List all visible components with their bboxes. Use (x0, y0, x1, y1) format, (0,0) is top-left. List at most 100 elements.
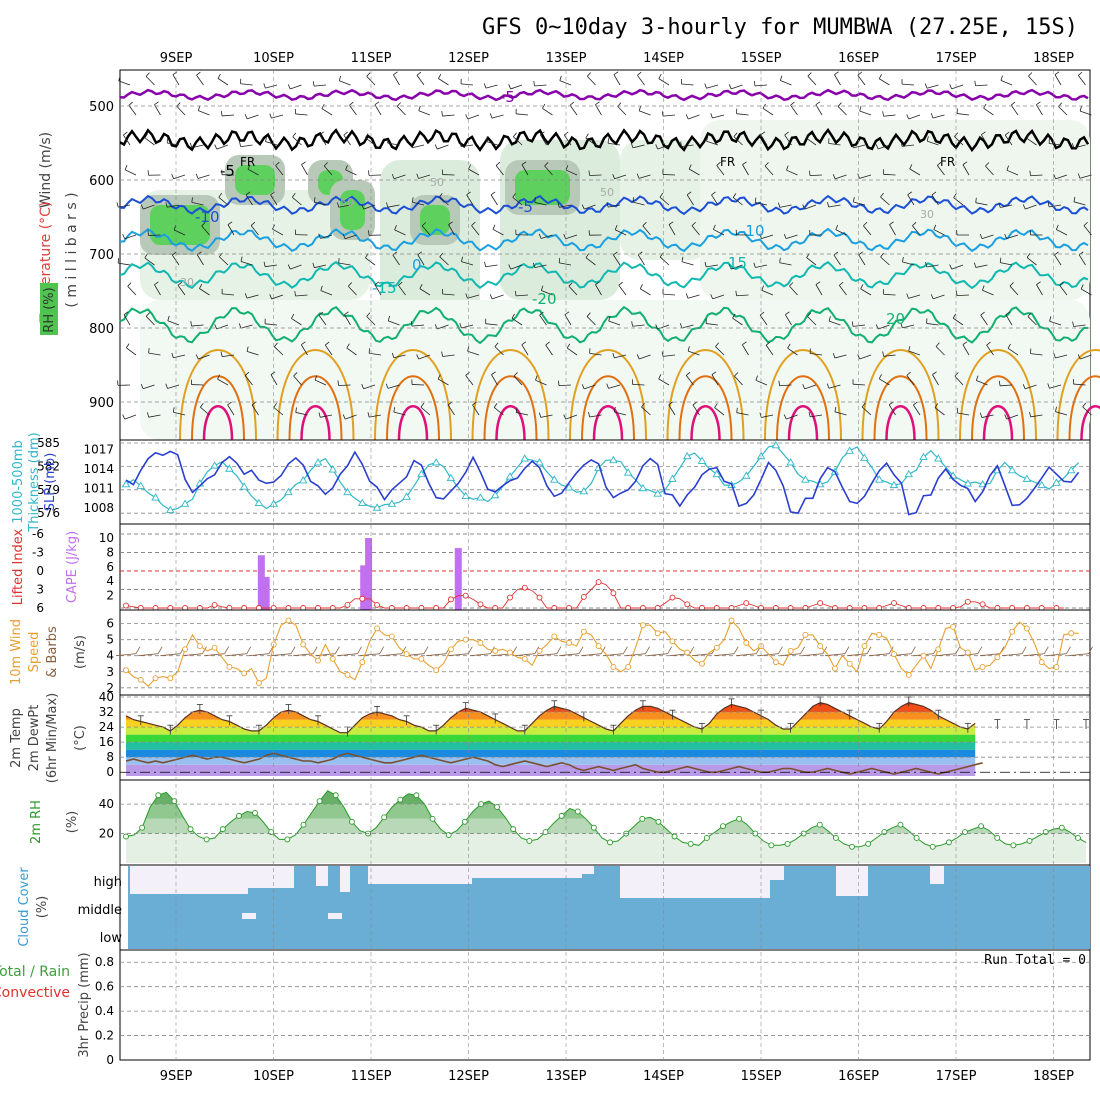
rh2m-marker (590, 824, 597, 831)
wind-barb-feather (1083, 221, 1088, 226)
wind10m-speed-marker (950, 623, 957, 630)
wind-barb-feather (828, 316, 831, 322)
wind-barb-feather (851, 321, 854, 327)
thickness-line-marker (136, 481, 146, 489)
wind-barb (716, 165, 725, 176)
wind-barb-feather (345, 165, 348, 171)
wind-barb-feather (900, 141, 903, 147)
wind-barb-feather (783, 414, 787, 420)
boundary-arch-orange-6 (764, 349, 842, 441)
wind-barb-feather (728, 84, 732, 90)
wind-barb (681, 324, 694, 329)
wind-barb-feather (962, 161, 968, 165)
wind-barb (1009, 285, 1019, 296)
wind-barb (1036, 104, 1043, 116)
wind-barb-feather (421, 222, 427, 227)
wind-barb (983, 107, 994, 116)
isotherm-label-9: 20 (886, 310, 905, 328)
wind-barb-feather (889, 221, 894, 225)
wind-barb (1080, 288, 1092, 296)
wind-barb (608, 142, 621, 146)
wind-barb-feather (294, 290, 296, 297)
wind10m-speed-marker (344, 672, 351, 678)
wind-barb-feather (742, 161, 747, 165)
wind-barb-feather (292, 132, 297, 138)
wind10m-barb-feather (1066, 646, 1071, 654)
wind-barb-feather (1007, 343, 1011, 349)
wind-barb (632, 201, 645, 206)
wind-barb-feather (190, 321, 192, 327)
rh-axis-label: RH (%) (42, 287, 57, 332)
wind-barb-feather (655, 324, 659, 330)
wind-barb-feather (790, 101, 795, 106)
wind-barb (1005, 314, 1013, 326)
wind-barb-feather (588, 412, 591, 418)
wind-barb (1004, 134, 1013, 146)
chart-title: GFS 0~10day 3-hourly for MUMBWA (27.25E,… (482, 15, 1078, 40)
wind-barb (828, 204, 841, 208)
wind-barb (227, 224, 235, 236)
wind-barb-feather (1004, 233, 1007, 239)
day-gridlines (175, 70, 1054, 1060)
wind-barb-feather (563, 233, 566, 239)
rh2m-marker (316, 798, 323, 805)
wind-barb (173, 174, 186, 180)
wind-barb-feather (411, 197, 414, 203)
wind10m-speed-marker (654, 630, 661, 637)
wind-barb-feather (981, 131, 986, 136)
wind-barb-feather (301, 341, 306, 346)
cape-tick-6: 6 (106, 560, 114, 574)
wind-barb (196, 74, 204, 86)
wind-barb (118, 80, 131, 86)
wind-barb-feather (1027, 312, 1032, 317)
wind-barb-feather (827, 202, 830, 208)
wind-barb-feather (733, 132, 738, 137)
wind-barb-feather (508, 84, 512, 90)
wind-barb (222, 293, 235, 296)
wind-barb (641, 406, 651, 416)
wind-barb (1055, 411, 1068, 416)
cloud-gap-4 (368, 866, 472, 884)
wind-barb (860, 288, 872, 296)
wind-barb (715, 346, 725, 356)
wind10m-barb (979, 653, 1001, 657)
wind-barb (902, 261, 915, 266)
wind10m-speed-marker (994, 654, 1001, 661)
wind10m-barb (714, 653, 735, 657)
boundary-arch-darkorange-0 (191, 375, 245, 441)
wind-barb (764, 165, 774, 176)
thickness-line-marker (1066, 465, 1076, 474)
wind-barb-feather (319, 131, 325, 136)
wind-barb (828, 142, 841, 146)
temp-tick-32: 32 (99, 705, 114, 719)
wind-barb (173, 354, 186, 359)
wind-barb (521, 164, 529, 176)
wind-barb (853, 144, 866, 149)
wind-barb (789, 285, 798, 296)
wind-barb-feather (1036, 281, 1041, 285)
wind-barb-feather (839, 281, 844, 286)
wind10m-barb (226, 653, 247, 657)
thickness-line-marker (1022, 474, 1032, 482)
wind-barb-feather (368, 170, 370, 176)
wind-barb (217, 78, 229, 86)
wind-barb-feather (393, 407, 396, 413)
wind-barb-feather (124, 165, 128, 170)
wind-barb (714, 407, 725, 416)
wind-barb-feather (934, 403, 939, 408)
wind-barb-feather (857, 354, 861, 360)
wind-barb (558, 384, 572, 387)
wind-barb-feather (668, 221, 674, 225)
wind-barb-feather (975, 197, 977, 203)
wind-barb-feather (642, 222, 647, 227)
wind-barb-feather (679, 323, 683, 329)
wind-barb-feather (784, 131, 789, 136)
wind-barb-feather (779, 257, 781, 263)
wind-barb (222, 354, 235, 358)
wind-barb (742, 164, 749, 176)
wind-barb (755, 379, 768, 386)
wind-barb-feather (465, 293, 468, 299)
wind-barb-feather (878, 374, 882, 379)
wind-barb (809, 174, 823, 177)
top-date-9SEP: 9SEP (160, 51, 193, 66)
